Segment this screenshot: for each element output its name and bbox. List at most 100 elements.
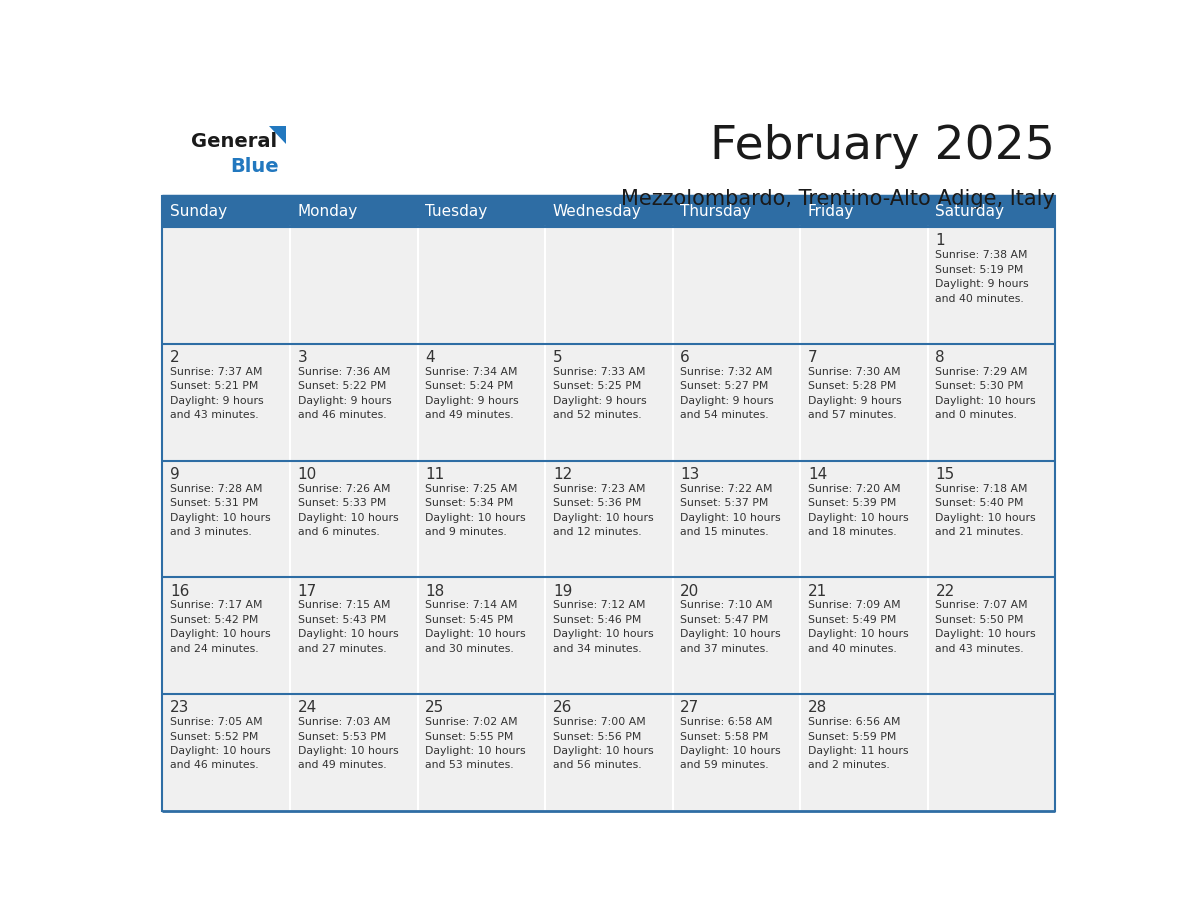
- Text: Sunrise: 7:10 AM
Sunset: 5:47 PM
Daylight: 10 hours
and 37 minutes.: Sunrise: 7:10 AM Sunset: 5:47 PM Dayligh…: [681, 600, 781, 654]
- Text: 9: 9: [170, 467, 179, 482]
- Text: 3: 3: [298, 350, 308, 365]
- Bar: [290, 344, 417, 461]
- Text: 27: 27: [681, 700, 700, 715]
- Bar: [290, 461, 417, 577]
- Bar: [672, 694, 801, 811]
- Bar: [928, 577, 1055, 694]
- Text: Sunrise: 7:26 AM
Sunset: 5:33 PM
Daylight: 10 hours
and 6 minutes.: Sunrise: 7:26 AM Sunset: 5:33 PM Dayligh…: [298, 484, 398, 537]
- Text: Sunrise: 7:37 AM
Sunset: 5:21 PM
Daylight: 9 hours
and 43 minutes.: Sunrise: 7:37 AM Sunset: 5:21 PM Dayligh…: [170, 367, 264, 420]
- Text: 16: 16: [170, 584, 190, 599]
- Bar: [928, 694, 1055, 811]
- Bar: [417, 577, 545, 694]
- Bar: [928, 227, 1055, 344]
- Polygon shape: [268, 126, 285, 144]
- Text: Sunrise: 7:38 AM
Sunset: 5:19 PM
Daylight: 9 hours
and 40 minutes.: Sunrise: 7:38 AM Sunset: 5:19 PM Dayligh…: [935, 251, 1029, 304]
- Text: Sunrise: 7:03 AM
Sunset: 5:53 PM
Daylight: 10 hours
and 49 minutes.: Sunrise: 7:03 AM Sunset: 5:53 PM Dayligh…: [298, 717, 398, 770]
- Text: Sunrise: 7:30 AM
Sunset: 5:28 PM
Daylight: 9 hours
and 57 minutes.: Sunrise: 7:30 AM Sunset: 5:28 PM Dayligh…: [808, 367, 902, 420]
- Bar: [417, 344, 545, 461]
- Bar: [163, 227, 290, 344]
- Text: Sunrise: 7:36 AM
Sunset: 5:22 PM
Daylight: 9 hours
and 46 minutes.: Sunrise: 7:36 AM Sunset: 5:22 PM Dayligh…: [298, 367, 391, 420]
- Text: Sunrise: 7:15 AM
Sunset: 5:43 PM
Daylight: 10 hours
and 27 minutes.: Sunrise: 7:15 AM Sunset: 5:43 PM Dayligh…: [298, 600, 398, 654]
- Text: Sunrise: 7:32 AM
Sunset: 5:27 PM
Daylight: 9 hours
and 54 minutes.: Sunrise: 7:32 AM Sunset: 5:27 PM Dayligh…: [681, 367, 775, 420]
- Text: Sunrise: 7:33 AM
Sunset: 5:25 PM
Daylight: 9 hours
and 52 minutes.: Sunrise: 7:33 AM Sunset: 5:25 PM Dayligh…: [552, 367, 646, 420]
- Bar: [672, 196, 801, 227]
- Bar: [417, 461, 545, 577]
- Bar: [928, 461, 1055, 577]
- Bar: [545, 227, 672, 344]
- Text: 10: 10: [298, 467, 317, 482]
- Text: Sunrise: 7:09 AM
Sunset: 5:49 PM
Daylight: 10 hours
and 40 minutes.: Sunrise: 7:09 AM Sunset: 5:49 PM Dayligh…: [808, 600, 909, 654]
- Bar: [163, 196, 290, 227]
- Bar: [545, 461, 672, 577]
- Text: 17: 17: [298, 584, 317, 599]
- Text: Sunrise: 7:07 AM
Sunset: 5:50 PM
Daylight: 10 hours
and 43 minutes.: Sunrise: 7:07 AM Sunset: 5:50 PM Dayligh…: [935, 600, 1036, 654]
- Text: 24: 24: [298, 700, 317, 715]
- Bar: [672, 577, 801, 694]
- Bar: [417, 694, 545, 811]
- Bar: [672, 461, 801, 577]
- Text: 6: 6: [681, 350, 690, 365]
- Text: 23: 23: [170, 700, 190, 715]
- Text: Sunrise: 7:02 AM
Sunset: 5:55 PM
Daylight: 10 hours
and 53 minutes.: Sunrise: 7:02 AM Sunset: 5:55 PM Dayligh…: [425, 717, 526, 770]
- Bar: [545, 694, 672, 811]
- Text: Sunrise: 7:14 AM
Sunset: 5:45 PM
Daylight: 10 hours
and 30 minutes.: Sunrise: 7:14 AM Sunset: 5:45 PM Dayligh…: [425, 600, 526, 654]
- Text: Friday: Friday: [808, 205, 854, 219]
- Bar: [290, 694, 417, 811]
- Text: Sunrise: 7:22 AM
Sunset: 5:37 PM
Daylight: 10 hours
and 15 minutes.: Sunrise: 7:22 AM Sunset: 5:37 PM Dayligh…: [681, 484, 781, 537]
- Text: 19: 19: [552, 584, 573, 599]
- Text: 11: 11: [425, 467, 444, 482]
- Bar: [801, 227, 928, 344]
- Text: Sunrise: 7:23 AM
Sunset: 5:36 PM
Daylight: 10 hours
and 12 minutes.: Sunrise: 7:23 AM Sunset: 5:36 PM Dayligh…: [552, 484, 653, 537]
- Bar: [928, 344, 1055, 461]
- Text: 20: 20: [681, 584, 700, 599]
- Text: Sunrise: 6:58 AM
Sunset: 5:58 PM
Daylight: 10 hours
and 59 minutes.: Sunrise: 6:58 AM Sunset: 5:58 PM Dayligh…: [681, 717, 781, 770]
- Bar: [163, 577, 290, 694]
- Text: Wednesday: Wednesday: [552, 205, 642, 219]
- Text: 25: 25: [425, 700, 444, 715]
- Text: Tuesday: Tuesday: [425, 205, 487, 219]
- Bar: [417, 196, 545, 227]
- Text: 22: 22: [935, 584, 955, 599]
- Text: 1: 1: [935, 233, 946, 249]
- Text: 8: 8: [935, 350, 946, 365]
- Text: Sunrise: 7:18 AM
Sunset: 5:40 PM
Daylight: 10 hours
and 21 minutes.: Sunrise: 7:18 AM Sunset: 5:40 PM Dayligh…: [935, 484, 1036, 537]
- Bar: [290, 196, 417, 227]
- Bar: [672, 227, 801, 344]
- Text: 2: 2: [170, 350, 179, 365]
- Text: Sunrise: 7:17 AM
Sunset: 5:42 PM
Daylight: 10 hours
and 24 minutes.: Sunrise: 7:17 AM Sunset: 5:42 PM Dayligh…: [170, 600, 271, 654]
- Text: General: General: [191, 132, 277, 151]
- Text: Thursday: Thursday: [681, 205, 752, 219]
- Bar: [417, 227, 545, 344]
- Text: Blue: Blue: [229, 157, 278, 175]
- Text: 26: 26: [552, 700, 573, 715]
- Text: 4: 4: [425, 350, 435, 365]
- Bar: [672, 344, 801, 461]
- Bar: [290, 227, 417, 344]
- Bar: [545, 196, 672, 227]
- Text: 7: 7: [808, 350, 817, 365]
- Bar: [290, 577, 417, 694]
- Bar: [545, 577, 672, 694]
- Text: Sunrise: 7:12 AM
Sunset: 5:46 PM
Daylight: 10 hours
and 34 minutes.: Sunrise: 7:12 AM Sunset: 5:46 PM Dayligh…: [552, 600, 653, 654]
- Text: 5: 5: [552, 350, 562, 365]
- Text: Sunrise: 6:56 AM
Sunset: 5:59 PM
Daylight: 11 hours
and 2 minutes.: Sunrise: 6:56 AM Sunset: 5:59 PM Dayligh…: [808, 717, 909, 770]
- Text: 12: 12: [552, 467, 573, 482]
- Bar: [163, 461, 290, 577]
- Text: Sunrise: 7:05 AM
Sunset: 5:52 PM
Daylight: 10 hours
and 46 minutes.: Sunrise: 7:05 AM Sunset: 5:52 PM Dayligh…: [170, 717, 271, 770]
- Text: 18: 18: [425, 584, 444, 599]
- Text: Sunrise: 7:28 AM
Sunset: 5:31 PM
Daylight: 10 hours
and 3 minutes.: Sunrise: 7:28 AM Sunset: 5:31 PM Dayligh…: [170, 484, 271, 537]
- Text: Saturday: Saturday: [935, 205, 1005, 219]
- Text: Sunrise: 7:20 AM
Sunset: 5:39 PM
Daylight: 10 hours
and 18 minutes.: Sunrise: 7:20 AM Sunset: 5:39 PM Dayligh…: [808, 484, 909, 537]
- Bar: [163, 344, 290, 461]
- Text: 15: 15: [935, 467, 955, 482]
- Text: Sunday: Sunday: [170, 205, 227, 219]
- Text: Sunrise: 7:29 AM
Sunset: 5:30 PM
Daylight: 10 hours
and 0 minutes.: Sunrise: 7:29 AM Sunset: 5:30 PM Dayligh…: [935, 367, 1036, 420]
- Bar: [801, 196, 928, 227]
- Bar: [928, 196, 1055, 227]
- Bar: [545, 344, 672, 461]
- Text: 28: 28: [808, 700, 827, 715]
- Bar: [801, 461, 928, 577]
- Bar: [801, 577, 928, 694]
- Text: Mezzolombardo, Trentino-Alto Adige, Italy: Mezzolombardo, Trentino-Alto Adige, Ital…: [621, 189, 1055, 208]
- Text: Monday: Monday: [298, 205, 358, 219]
